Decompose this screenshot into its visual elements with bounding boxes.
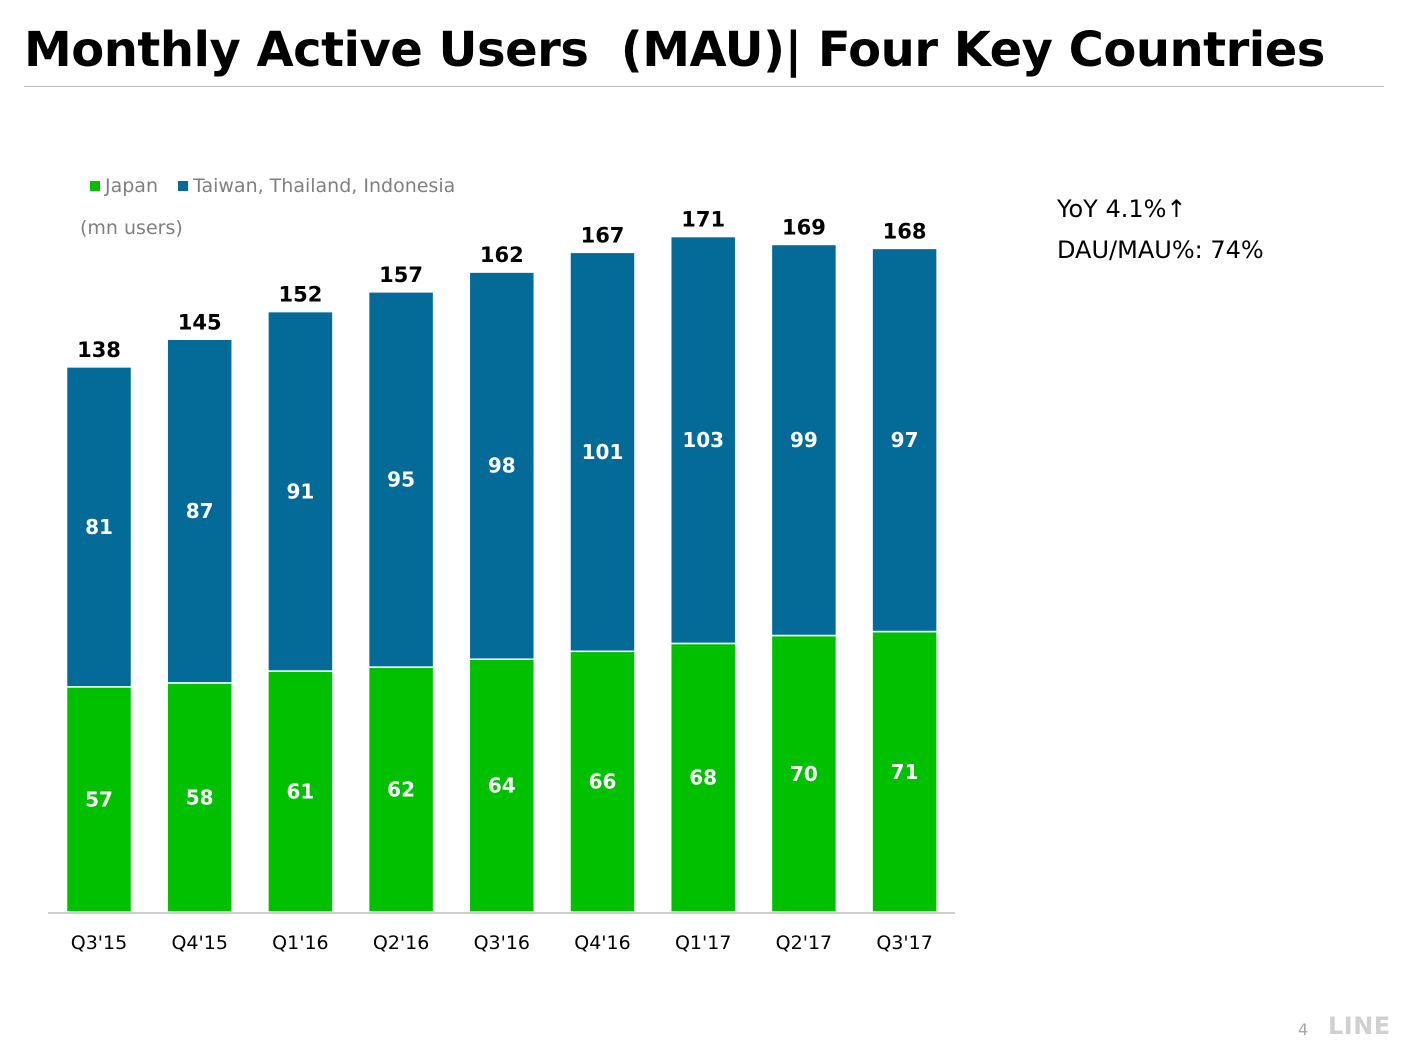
value-label-tti-5: 101 xyxy=(582,440,624,464)
total-label-0: 138 xyxy=(77,338,121,362)
value-label-japan-0: 57 xyxy=(85,787,113,811)
slide-title: Monthly Active Users (MAU)| Four Key Cou… xyxy=(24,22,1325,78)
bar-segment-tti-2 xyxy=(267,310,334,672)
x-tick-label-8: Q3'17 xyxy=(876,932,932,954)
bar-segment-tti-5 xyxy=(569,251,636,653)
legend-swatch-tti xyxy=(178,181,188,191)
bar-segment-japan-4 xyxy=(468,658,536,913)
value-label-tti-1: 87 xyxy=(186,499,214,523)
x-tick-label-7: Q2'17 xyxy=(776,932,832,954)
bar-segment-tti-4 xyxy=(468,271,536,660)
legend-label-tti: Taiwan, Thailand, Indonesia xyxy=(193,175,456,197)
total-label-6: 171 xyxy=(681,208,725,232)
value-label-tti-3: 95 xyxy=(387,467,415,491)
bar-segment-tti-6 xyxy=(669,235,737,645)
value-label-japan-4: 64 xyxy=(488,774,516,798)
total-label-4: 162 xyxy=(480,243,524,267)
line-logo: LINE xyxy=(1328,1012,1391,1040)
value-label-tti-0: 81 xyxy=(85,515,113,539)
value-label-japan-3: 62 xyxy=(387,778,415,802)
bar-segment-tti-7 xyxy=(770,243,838,637)
bar-segment-japan-6 xyxy=(669,642,737,913)
yoy-note: YoY 4.1%↑ xyxy=(1057,195,1187,223)
bar-segment-japan-1 xyxy=(166,682,233,913)
legend-item-tti: Taiwan, Thailand, Indonesia xyxy=(178,175,455,197)
bar-segment-tti-8 xyxy=(871,247,938,633)
x-tick-label-0: Q3'15 xyxy=(71,932,127,954)
title-divider xyxy=(24,86,1384,87)
legend-item-japan: Japan xyxy=(90,175,158,197)
total-label-3: 157 xyxy=(379,263,423,287)
total-label-7: 169 xyxy=(782,215,826,239)
x-tick-label-4: Q3'16 xyxy=(474,932,530,954)
bar-segment-japan-5 xyxy=(569,650,636,913)
x-tick-label-1: Q4'15 xyxy=(171,932,227,954)
total-label-8: 168 xyxy=(883,219,927,243)
value-label-tti-7: 99 xyxy=(790,428,818,452)
x-tick-label-5: Q4'16 xyxy=(574,932,630,954)
x-tick-label-2: Q1'16 xyxy=(272,932,328,954)
bar-segment-tti-1 xyxy=(166,338,233,684)
value-label-tti-8: 97 xyxy=(891,428,919,452)
x-tick-label-6: Q1'17 xyxy=(675,932,731,954)
value-label-japan-7: 70 xyxy=(790,762,818,786)
dau-mau-note: DAU/MAU%: 74% xyxy=(1057,236,1264,264)
total-label-5: 167 xyxy=(581,223,625,247)
value-label-tti-6: 103 xyxy=(682,428,724,452)
total-label-2: 152 xyxy=(278,283,322,307)
chart-legend: Japan Taiwan, Thailand, Indonesia xyxy=(90,175,455,197)
legend-swatch-japan xyxy=(90,181,100,191)
value-label-japan-6: 68 xyxy=(689,766,717,790)
bar-segment-japan-0 xyxy=(65,686,133,913)
bar-segment-tti-3 xyxy=(367,291,435,668)
bar-segment-japan-2 xyxy=(267,670,334,913)
unit-label: (mn users) xyxy=(80,217,183,239)
x-tick-label-3: Q2'16 xyxy=(373,932,429,954)
value-label-japan-8: 71 xyxy=(891,760,919,784)
bar-segment-tti-0 xyxy=(65,366,133,688)
bar-segment-japan-3 xyxy=(367,666,435,913)
total-label-1: 145 xyxy=(178,310,222,334)
bar-segment-japan-7 xyxy=(770,634,838,913)
value-label-japan-2: 61 xyxy=(286,780,314,804)
value-label-japan-1: 58 xyxy=(186,785,214,809)
value-label-japan-5: 66 xyxy=(589,770,617,794)
value-label-tti-2: 91 xyxy=(286,479,314,503)
legend-label-japan: Japan xyxy=(105,175,158,197)
page-number: 4 xyxy=(1298,1020,1309,1039)
bar-segment-japan-8 xyxy=(871,630,938,913)
value-label-tti-4: 98 xyxy=(488,454,516,478)
